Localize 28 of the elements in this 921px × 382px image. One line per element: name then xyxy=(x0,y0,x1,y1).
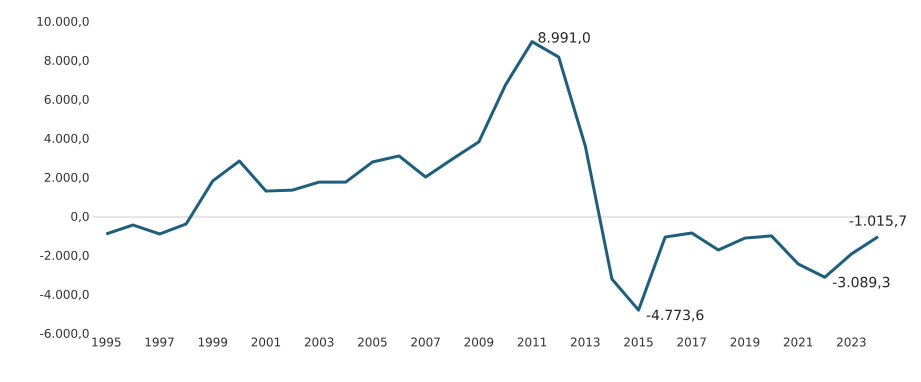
y-tick-label: 10.000,0 xyxy=(38,16,89,28)
data-label: 8.991,0 xyxy=(538,32,590,44)
y-tick-label: 2.000,0 xyxy=(44,172,89,184)
y-tick-label: 8.000,0 xyxy=(44,56,89,66)
y-tick-label: -6.000,0 xyxy=(40,328,89,340)
y-tick-label: 4.000,0 xyxy=(44,134,89,144)
x-tick-label: 2013 xyxy=(570,338,600,347)
data-label: -1.015,7 xyxy=(850,215,906,228)
data-label: -4.773,6 xyxy=(646,310,704,322)
x-tick-label: 2017 xyxy=(677,338,706,347)
x-tick-label: 2023 xyxy=(837,338,866,347)
x-tick-label: 1999 xyxy=(198,338,228,347)
data-label: -3.089,3 xyxy=(832,276,890,289)
x-tick-label: 2015 xyxy=(624,338,653,347)
x-tick-label: 2003 xyxy=(304,338,334,347)
x-tick-label: 1995 xyxy=(92,338,120,347)
x-tick-label: 2021 xyxy=(784,338,812,347)
y-tick-label: 0,0 xyxy=(71,212,89,222)
x-tick-label: 2009 xyxy=(464,338,494,347)
y-tick-label: -4.000,0 xyxy=(40,290,89,300)
y-tick-label: 6.000,0 xyxy=(44,94,89,106)
x-tick-label: 2011 xyxy=(518,338,546,347)
y-tick-label: -2.000,0 xyxy=(40,250,89,262)
x-tick-label: 2007 xyxy=(411,338,440,347)
x-tick-label: 1997 xyxy=(146,338,174,347)
x-tick-label: 2005 xyxy=(358,338,387,347)
x-tick-label: 2001 xyxy=(252,338,280,347)
x-tick-label: 2019 xyxy=(730,338,760,347)
